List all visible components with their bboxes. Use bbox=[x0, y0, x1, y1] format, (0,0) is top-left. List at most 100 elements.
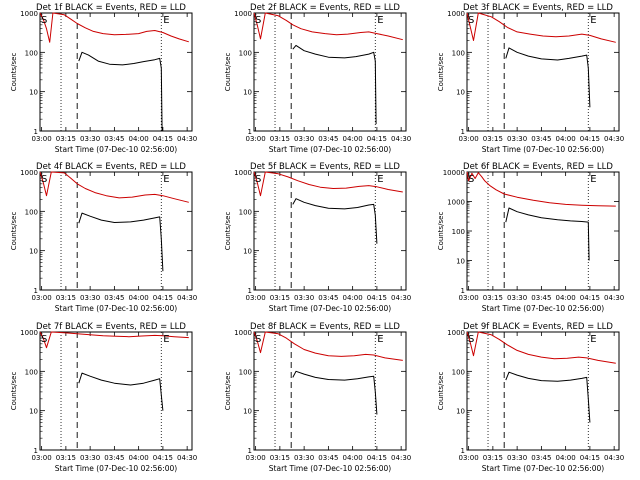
panel-7-x-axis-label: Start Time (07-Dec-10 02:56:00) bbox=[55, 464, 177, 473]
panel-6-start-marker-label: S bbox=[468, 174, 474, 185]
panel-2-y-axis-label: Counts/sec bbox=[224, 53, 232, 92]
panel-2-y-tick-label: 1000 bbox=[234, 10, 252, 18]
panel-3-y-tick-label: 10 bbox=[456, 89, 465, 97]
panel-8-y-tick-label: 1 bbox=[248, 447, 252, 455]
panel-5-axes-frame bbox=[253, 171, 407, 291]
panel-1-y-tick-label: 10 bbox=[29, 89, 38, 97]
panel-5-title: Det 5f BLACK = Events, RED = LLD bbox=[250, 162, 400, 172]
panel-6-y-tick-label: 1 bbox=[461, 287, 465, 295]
panel-5-lld-series-line bbox=[253, 171, 403, 197]
panel-6-axes-frame bbox=[466, 171, 620, 291]
panel-9-x-tick-label: 03:00 bbox=[459, 454, 479, 462]
panel-2-start-marker-label: S bbox=[255, 15, 261, 26]
panel-2-x-tick-label: 04:00 bbox=[343, 135, 363, 143]
panel-2-lld-series-line bbox=[253, 12, 403, 41]
panel-8-x-axis-label: Start Time (07-Dec-10 02:56:00) bbox=[269, 464, 391, 473]
panel-3-x-tick-label: 04:15 bbox=[580, 135, 600, 143]
panel-2-events-series-line bbox=[292, 44, 377, 125]
panel-3-x-tick-label: 03:45 bbox=[531, 135, 551, 143]
panel-8-x-tick-label: 04:00 bbox=[343, 454, 363, 462]
panel-4-x-tick-label: 03:30 bbox=[80, 294, 100, 302]
panel-1-x-axis-label: Start Time (07-Dec-10 02:56:00) bbox=[55, 145, 177, 154]
panel-3-x-tick-label: 03:30 bbox=[507, 135, 527, 143]
panel-3-axes-frame bbox=[466, 12, 620, 132]
panel-9-y-axis-label: Counts/sec bbox=[437, 372, 445, 411]
panel-1-start-marker-label: S bbox=[41, 15, 47, 26]
panel-9-axes-frame bbox=[466, 331, 620, 451]
panel-3-events-series-line bbox=[505, 47, 591, 108]
panel-2-x-tick-label: 03:30 bbox=[294, 135, 314, 143]
panel-7-y-tick-label: 1000 bbox=[20, 329, 38, 337]
panel-5-y-tick-label: 1 bbox=[248, 287, 252, 295]
panel-5-events-series-line bbox=[292, 198, 378, 244]
panel-8-x-tick-label: 04:30 bbox=[391, 454, 411, 462]
panel-2-title: Det 2f BLACK = Events, RED = LLD bbox=[250, 3, 400, 13]
panel-5-x-axis-label: Start Time (07-Dec-10 02:56:00) bbox=[269, 304, 391, 313]
panel-9-x-tick-label: 03:15 bbox=[483, 454, 503, 462]
panel-7-x-tick-label: 03:30 bbox=[80, 454, 100, 462]
panel-7-x-tick-label: 04:30 bbox=[177, 454, 197, 462]
panel-6-x-tick-label: 03:45 bbox=[531, 294, 551, 302]
panel-6-x-tick-label: 04:00 bbox=[556, 294, 576, 302]
panel-5-start-marker-label: S bbox=[255, 174, 261, 185]
panel-8-x-tick-label: 03:15 bbox=[270, 454, 290, 462]
panel-1-events-series-line bbox=[78, 51, 163, 132]
panel-6-x-tick-label: 03:00 bbox=[459, 294, 479, 302]
panel-5-x-tick-label: 03:30 bbox=[294, 294, 314, 302]
panel-4-lld-series-line bbox=[39, 171, 189, 203]
panel-8-y-axis-label: Counts/sec bbox=[224, 372, 232, 411]
panel-1-x-tick-label: 04:15 bbox=[153, 135, 173, 143]
panel-5-y-tick-label: 1000 bbox=[234, 169, 252, 177]
panel-3-x-tick-label: 03:00 bbox=[459, 135, 479, 143]
panel-1-y-tick-label: 100 bbox=[25, 49, 38, 57]
panel-9-lld-series-line bbox=[466, 331, 616, 364]
panel-3-x-tick-label: 04:30 bbox=[604, 135, 624, 143]
panel-7-title: Det 7f BLACK = Events, RED = LLD bbox=[36, 322, 186, 332]
panel-4-end-marker-label: E bbox=[163, 174, 169, 185]
panel-4-x-axis-label: Start Time (07-Dec-10 02:56:00) bbox=[55, 304, 177, 313]
panel-5-x-tick-label: 04:30 bbox=[391, 294, 411, 302]
panel-7-y-tick-label: 100 bbox=[25, 368, 38, 376]
panel-4-x-tick-label: 04:00 bbox=[129, 294, 149, 302]
panel-6-title: Det 6f BLACK = Events, RED = LLD bbox=[463, 162, 613, 172]
panel-1-y-tick-label: 1000 bbox=[20, 10, 38, 18]
panel-1-x-tick-label: 04:30 bbox=[177, 135, 197, 143]
panel-7-events-series-line bbox=[78, 372, 164, 411]
panel-2-x-tick-label: 04:15 bbox=[367, 135, 387, 143]
panel-8-axes-frame bbox=[253, 331, 407, 451]
panel-2-x-tick-label: 03:15 bbox=[270, 135, 290, 143]
panel-1-x-tick-label: 03:45 bbox=[104, 135, 124, 143]
panel-4-events-series-line bbox=[78, 212, 164, 272]
panel-7-x-tick-label: 03:45 bbox=[104, 454, 124, 462]
panel-1-x-tick-label: 03:00 bbox=[32, 135, 52, 143]
panel-9-x-axis-label: Start Time (07-Dec-10 02:56:00) bbox=[482, 464, 604, 473]
panel-8-title: Det 8f BLACK = Events, RED = LLD bbox=[250, 322, 400, 332]
panel-4-x-tick-label: 03:00 bbox=[32, 294, 52, 302]
panel-4-x-tick-label: 04:15 bbox=[153, 294, 173, 302]
panel-8-y-tick-label: 10 bbox=[243, 408, 252, 416]
panel-5-x-tick-label: 04:00 bbox=[343, 294, 363, 302]
panel-5-x-tick-label: 03:15 bbox=[270, 294, 290, 302]
panel-9-x-tick-label: 04:00 bbox=[556, 454, 576, 462]
panel-1-end-marker-label: E bbox=[163, 15, 169, 26]
panel-4-title: Det 4f BLACK = Events, RED = LLD bbox=[36, 162, 186, 172]
panel-5-x-tick-label: 03:00 bbox=[246, 294, 266, 302]
panel-9-y-tick-label: 100 bbox=[452, 368, 465, 376]
panel-2-x-tick-label: 04:30 bbox=[391, 135, 411, 143]
panel-6-y-tick-label: 10 bbox=[456, 258, 465, 266]
panel-6-events-series-line bbox=[505, 207, 590, 261]
panel-6-x-tick-label: 04:15 bbox=[580, 294, 600, 302]
panel-7-y-tick-label: 1 bbox=[34, 447, 38, 455]
panel-7-axes-frame bbox=[39, 331, 193, 451]
panel-1-lld-series-line bbox=[39, 12, 189, 43]
panel-2-x-axis-label: Start Time (07-Dec-10 02:56:00) bbox=[269, 145, 391, 154]
panel-3-x-tick-label: 04:00 bbox=[556, 135, 576, 143]
panel-2-axes-frame bbox=[253, 12, 407, 132]
panel-2-x-tick-label: 03:00 bbox=[246, 135, 266, 143]
panel-1-x-tick-label: 04:00 bbox=[129, 135, 149, 143]
panel-1-y-tick-label: 1 bbox=[34, 128, 38, 136]
panel-6-x-tick-label: 04:30 bbox=[604, 294, 624, 302]
panel-3-lld-series-line bbox=[466, 12, 616, 43]
panel-3-y-axis-label: Counts/sec bbox=[437, 53, 445, 92]
